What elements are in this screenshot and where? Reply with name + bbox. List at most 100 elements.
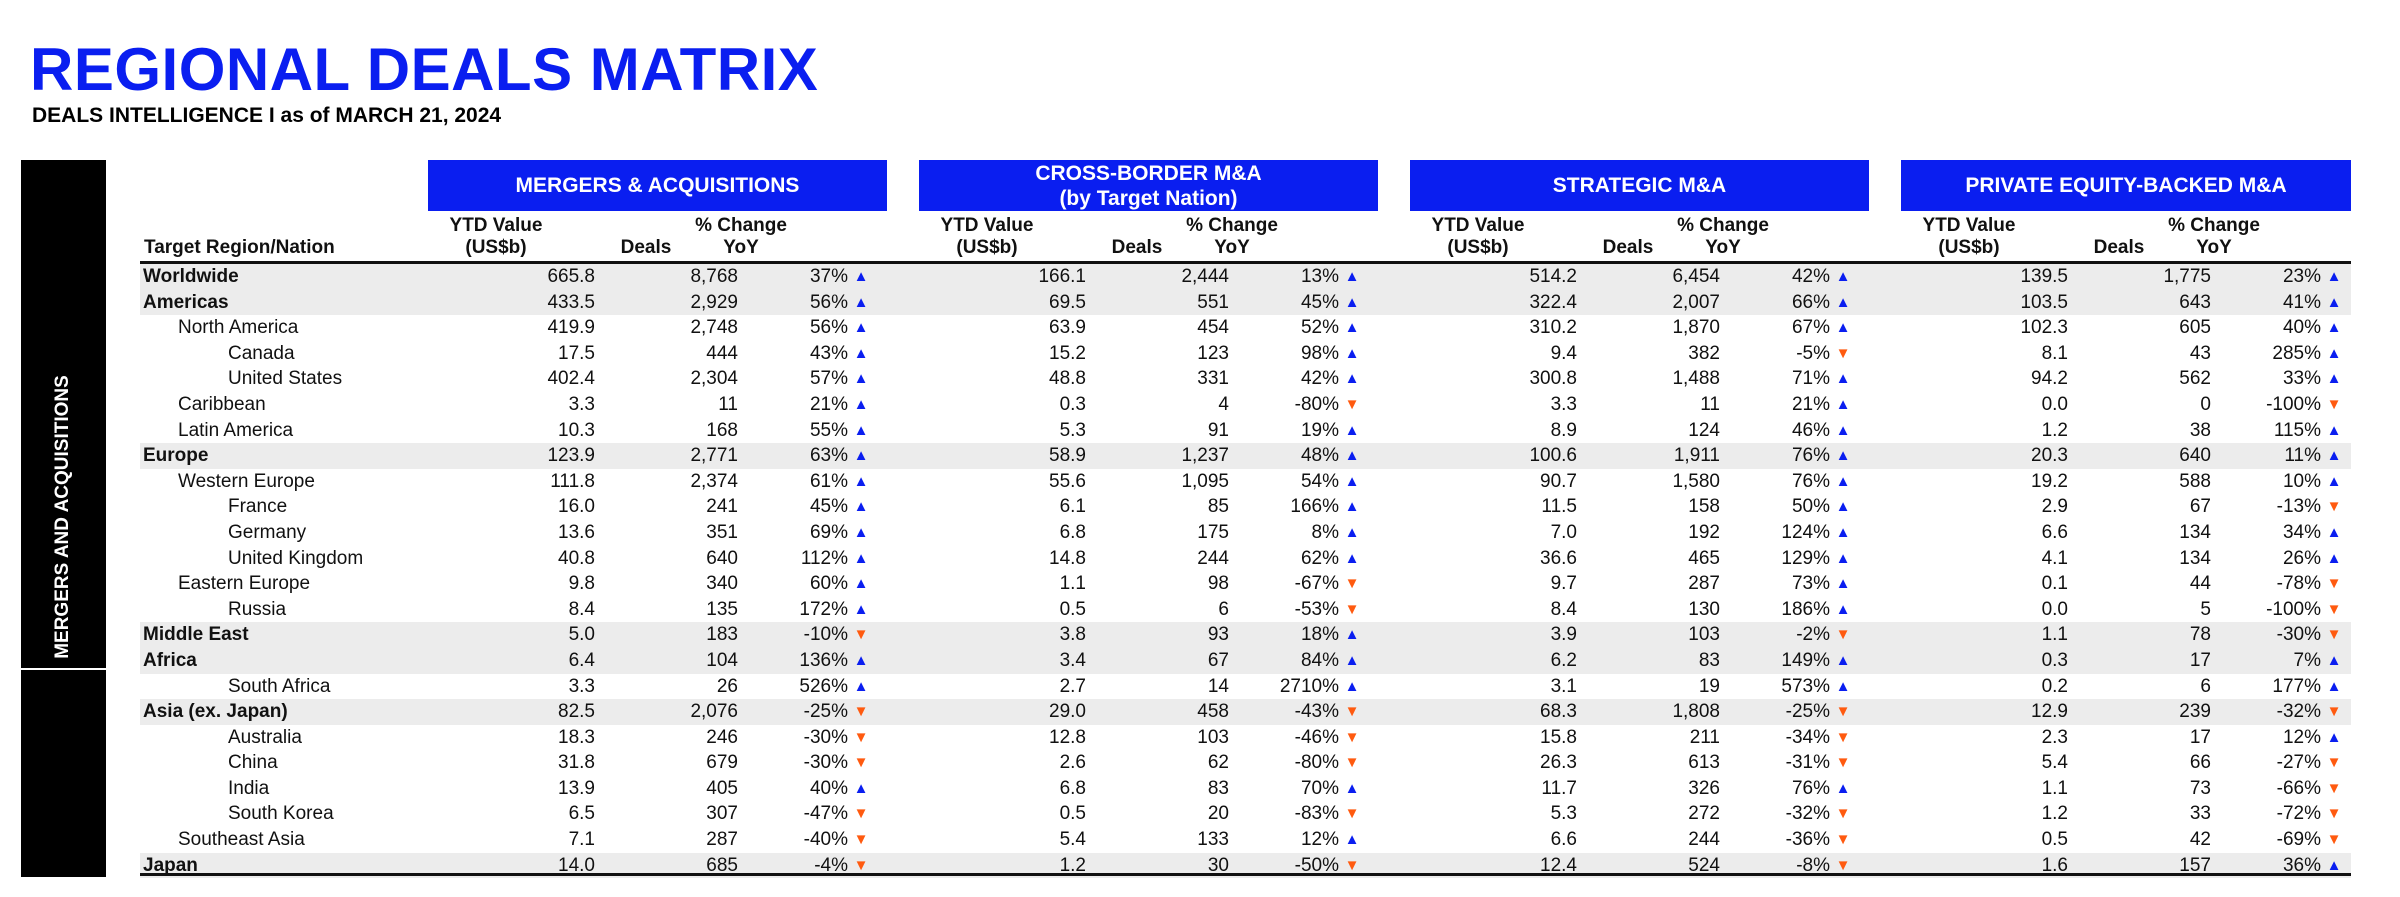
table-row: South Africa 3.3 26 526% ▲ 2.7 14 2710% ▲ 3.1 19 57… — [140, 674, 2351, 700]
pct-change-cell: 42% — [1300, 368, 1339, 390]
up-arrow-icon: ▲ — [2326, 293, 2342, 311]
col-header-ytd-value-4: YTD Value (US$b) — [1922, 215, 2016, 258]
ytd-value-cell: 514.2 — [1529, 266, 1577, 287]
ytd-value-cell: 5.3 — [1550, 803, 1577, 825]
table-row: Asia (ex. Japan) 82.5 2,076 -25% ▼ 29.0 458 -43… — [140, 699, 2351, 725]
pct-change-cell: 71% — [1791, 368, 1830, 390]
down-arrow-icon: ▼ — [853, 703, 869, 721]
up-arrow-icon: ▲ — [853, 395, 869, 413]
ytd-value-cell: 123.9 — [547, 445, 595, 467]
pct-change-cell: -32% — [1785, 803, 1830, 825]
table-row: Worldwide 665.8 8,768 37% ▲ 166.1 2,444 13% ▲ 514… — [140, 264, 2351, 290]
pct-change-cell: 43% — [809, 342, 848, 364]
pct-change-cell: 67% — [1791, 317, 1830, 339]
pct-change-cell: -5% — [1796, 342, 1830, 364]
deals-cell: 30 — [1207, 854, 1229, 876]
pct-change-cell: 66% — [1791, 291, 1830, 313]
down-arrow-icon: ▼ — [2326, 575, 2342, 593]
down-arrow-icon: ▼ — [1344, 703, 1360, 721]
up-arrow-icon: ▲ — [1344, 677, 1360, 695]
pct-change-cell: 45% — [1300, 291, 1339, 313]
pct-change-cell: 18% — [1300, 624, 1339, 646]
deals-cell: 168 — [706, 419, 738, 441]
up-arrow-icon: ▲ — [853, 370, 869, 388]
pct-change-cell: 46% — [1791, 419, 1830, 441]
up-arrow-icon: ▲ — [853, 472, 869, 490]
ytd-value-cell: 139.5 — [2020, 266, 2068, 287]
deals-cell: 444 — [706, 342, 738, 364]
deals-cell: 458 — [1197, 701, 1229, 723]
page-title: REGIONAL DEALS MATRIX — [30, 36, 819, 103]
ytd-value-cell: 103.5 — [2020, 291, 2068, 313]
table-row: North America 419.9 2,748 56% ▲ 63.9 454 52% ▲ 31… — [140, 315, 2351, 341]
ytd-value-cell: 12.9 — [2031, 701, 2068, 723]
pct-change-cell: -46% — [1294, 726, 1339, 748]
up-arrow-icon: ▲ — [1344, 498, 1360, 516]
ytd-value-cell: 433.5 — [547, 291, 595, 313]
ytd-value-cell: 6.2 — [1550, 649, 1577, 671]
ytd-value-cell: 17.5 — [558, 342, 595, 364]
pct-change-cell: -78% — [2276, 573, 2321, 595]
table-row: Europe 123.9 2,771 63% ▲ 58.9 1,237 48% ▲ 100.6 1,… — [140, 443, 2351, 469]
ytd-value-cell: 8.9 — [1550, 419, 1577, 441]
up-arrow-icon: ▲ — [1835, 447, 1851, 465]
deals-cell: 17 — [2189, 649, 2211, 671]
region-label: South Korea — [228, 803, 334, 825]
pct-change-cell: -53% — [1294, 598, 1339, 620]
up-arrow-icon: ▲ — [2326, 421, 2342, 439]
deals-cell: 2,007 — [1672, 291, 1720, 313]
deals-cell: 1,911 — [1673, 445, 1720, 467]
ytd-value-cell: 31.8 — [558, 752, 595, 774]
section-header-4: PRIVATE EQUITY-BACKED M&A — [1901, 160, 2351, 211]
deals-cell: 287 — [706, 829, 738, 851]
ytd-value-cell: 0.3 — [1059, 393, 1086, 415]
region-label: Russia — [228, 598, 287, 620]
pct-change-cell: 57% — [809, 368, 848, 390]
ytd-value-cell: 5.4 — [2041, 752, 2068, 774]
deals-cell: 124 — [1688, 419, 1720, 441]
up-arrow-icon: ▲ — [1344, 626, 1360, 644]
ytd-value-cell: 166.1 — [1038, 266, 1086, 287]
ytd-value-cell: 3.1 — [1550, 675, 1577, 697]
ytd-value-cell: 0.5 — [1059, 803, 1086, 825]
up-arrow-icon: ▲ — [853, 293, 869, 311]
pct-change-cell: -83% — [1294, 803, 1339, 825]
ytd-value-cell: 9.8 — [568, 573, 595, 595]
pct-change-cell: 69% — [809, 521, 848, 543]
ytd-value-cell: 0.0 — [2041, 598, 2068, 620]
deals-cell: 326 — [1688, 777, 1720, 799]
deals-cell: 1,808 — [1672, 701, 1720, 723]
pct-change-cell: 112% — [800, 547, 848, 569]
region-label: Australia — [228, 726, 302, 748]
col-header-pct-change-3: % Change YoY — [1677, 215, 1769, 258]
up-arrow-icon: ▲ — [853, 344, 869, 362]
ytd-value-cell: 1.2 — [2041, 419, 2068, 441]
ytd-value-cell: 6.4 — [568, 649, 595, 671]
down-arrow-icon: ▼ — [1835, 805, 1851, 823]
region-label: Middle East — [143, 624, 249, 646]
down-arrow-icon: ▼ — [1344, 575, 1360, 593]
row-header: Target Region/Nation — [144, 237, 335, 258]
up-arrow-icon: ▲ — [1344, 447, 1360, 465]
up-arrow-icon: ▲ — [2326, 677, 2342, 695]
ytd-value-cell: 20.3 — [2031, 445, 2068, 467]
up-arrow-icon: ▲ — [1835, 293, 1851, 311]
deals-cell: 42 — [2189, 829, 2211, 851]
deals-cell: 67 — [2189, 496, 2211, 518]
section-header-1: MERGERS & ACQUISITIONS — [428, 160, 887, 211]
up-arrow-icon: ▲ — [1344, 831, 1360, 849]
table-row: Russia 8.4 135 172% ▲ 0.5 6 -53% ▼ 8.4 130 186% ▲ 0.0… — [140, 597, 2351, 623]
table-row: Caribbean 3.3 11 21% ▲ 0.3 4 -80% ▼ 3.3 11 21% ▲ 0.0 0… — [140, 392, 2351, 418]
pct-change-cell: 42% — [1791, 266, 1830, 287]
side-bar-divider — [21, 668, 106, 670]
ytd-value-cell: 8.4 — [568, 598, 595, 620]
region-label: Western Europe — [178, 470, 315, 492]
deals-cell: 26 — [716, 675, 738, 697]
deals-cell: 14 — [1207, 675, 1229, 697]
up-arrow-icon: ▲ — [2326, 472, 2342, 490]
ytd-value-cell: 55.6 — [1049, 470, 1086, 492]
region-label: Americas — [143, 291, 229, 313]
deals-cell: 551 — [1197, 291, 1229, 313]
col-header-pct-change-4: % Change YoY — [2168, 215, 2260, 258]
ytd-value-cell: 102.3 — [2020, 317, 2068, 339]
